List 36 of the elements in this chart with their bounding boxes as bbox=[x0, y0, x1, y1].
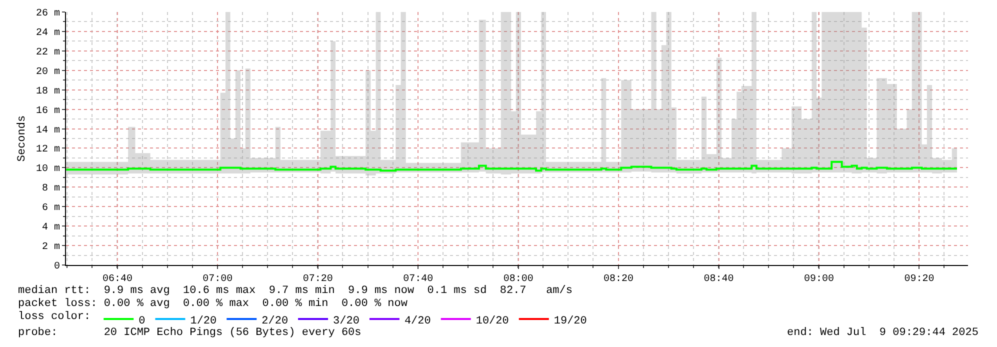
y-tick-label: 20 m bbox=[36, 66, 60, 78]
x-tick-label: 06:40 bbox=[102, 274, 132, 285]
legend-label: 1/20 bbox=[190, 315, 217, 328]
y-tick-label: 22 m bbox=[36, 47, 60, 58]
x-tick-label: 08:00 bbox=[503, 274, 534, 285]
y-tick-label: 0 bbox=[54, 262, 60, 272]
legend-label: 0 bbox=[138, 315, 146, 328]
y-tick-label: 12 m bbox=[36, 144, 60, 156]
text: median rtt: 9.9 ms avg 10.6 ms max 9.7 ms min 9.9 ms now 0.1 ms sd 82.7 am/s bbox=[18, 285, 572, 297]
legend-label: 10/20 bbox=[476, 315, 509, 328]
legend-label: 4/20 bbox=[404, 315, 431, 328]
text: probe: 20 ICMP Echo Pings (56 Bytes) every 60s bbox=[18, 327, 362, 339]
text: packet loss: 0.00 % avg 0.00 % max 0.00 % min 0.00 % now bbox=[18, 298, 408, 310]
y-tick-label: 24 m bbox=[36, 28, 60, 39]
legend-title: loss color: bbox=[18, 310, 91, 323]
legend-label: 2/20 bbox=[262, 315, 288, 328]
x-tick-label: 07:00 bbox=[202, 274, 233, 285]
x-tick-label: 07:40 bbox=[403, 274, 434, 285]
y-tick-label: 6 m bbox=[42, 203, 60, 214]
y-axis-title: Seconds bbox=[16, 115, 29, 162]
y-tick-label: 18 m bbox=[36, 86, 60, 98]
legend-label: 3/20 bbox=[333, 315, 360, 328]
x-tick-label: 07:20 bbox=[302, 274, 333, 285]
y-tick-label: 8 m bbox=[42, 184, 60, 195]
y-tick-label: 14 m bbox=[36, 125, 60, 136]
x-tick-label: 08:20 bbox=[604, 274, 634, 285]
y-tick-label: 2 m bbox=[42, 242, 60, 254]
y-tick-label: 10 m bbox=[36, 164, 60, 176]
y-tick-label: 16 m bbox=[36, 106, 60, 117]
x-tick-label: 08:40 bbox=[704, 274, 734, 285]
x-tick-label: 09:20 bbox=[904, 274, 934, 285]
y-tick-label: 4 m bbox=[42, 222, 60, 234]
y-tick-label: 26 m bbox=[36, 8, 60, 20]
legend-label: 19/20 bbox=[554, 315, 587, 328]
x-tick-label: 09:00 bbox=[804, 274, 834, 285]
text: end: Wed Jul 9 09:29:44 2025 bbox=[787, 327, 978, 339]
